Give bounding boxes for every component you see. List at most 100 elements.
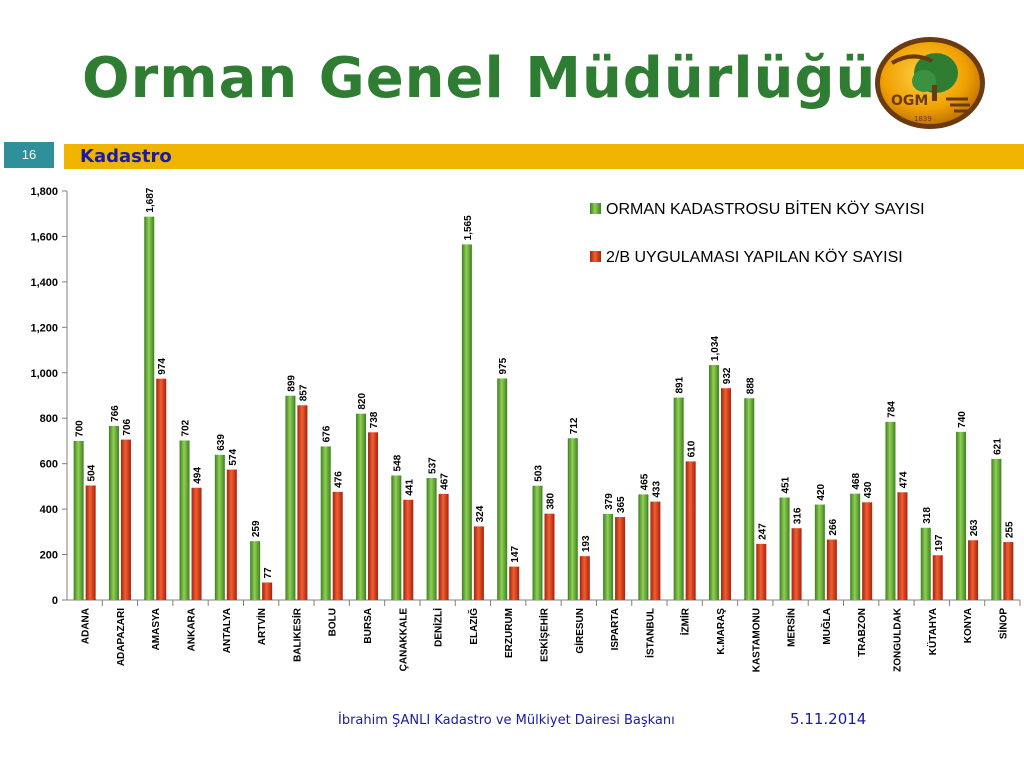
data-label-series-1: 621 [992,438,1003,455]
bar-series-1 [744,398,755,600]
bar-series-1 [108,425,119,600]
data-label-series-1: 820 [357,393,368,410]
y-tick-label: 1,800 [30,186,58,198]
data-label-series-1: 420 [816,483,827,500]
bar-series-2 [191,487,202,600]
ogm-logo: OGM 1839 [875,37,985,129]
data-label-series-2: 504 [87,464,98,481]
data-label-series-1: 1,565 [463,215,474,240]
data-label-series-2: 706 [122,418,133,435]
bar-series-1 [426,477,437,600]
x-category-label: ZONGULDAK [892,607,903,672]
data-label-series-2: 380 [546,493,557,510]
x-category-label: BURSA [363,608,374,644]
data-label-series-2: 857 [298,384,309,401]
x-category-label: KÜTAHYA [926,608,939,655]
data-label-series-1: 702 [181,419,192,436]
bar-series-2 [968,540,979,600]
data-label-series-1: 975 [498,357,509,374]
bar-series-1 [885,421,896,600]
data-label-series-1: 468 [851,473,862,490]
bar-series-1 [179,440,190,600]
bar-series-1 [250,541,261,600]
data-label-series-2: 932 [722,367,733,384]
data-label-series-1: 548 [392,454,403,471]
legend-label-series-2: 2/B UYGULAMASI YAPILAN KÖY SAYISI [606,248,903,266]
bar-series-2 [897,492,908,600]
x-category-label: ARTVİN [255,608,268,645]
data-label-series-2: 266 [828,518,839,535]
bar-chart: 0 200 400 600 800 1,000 1,200 1,400 1,600 1,800 70… [30,186,1021,672]
data-label-series-2: 433 [651,480,662,497]
bar-series-1 [497,378,508,600]
bar-series-1 [638,494,649,600]
y-tick-label: 1,600 [30,231,58,243]
x-category-label: İSTANBUL [643,608,656,658]
x-category-label: GİRESUN [573,608,586,654]
data-label-series-1: 676 [322,425,333,442]
y-tick-label: 400 [40,504,58,516]
data-label-series-1: 1,034 [710,336,721,361]
data-label-series-2: 324 [475,505,486,522]
bar-series-1 [708,365,719,600]
data-label-series-1: 712 [569,417,580,434]
bar-series-2 [685,461,696,600]
x-category-label: TRABZON [857,608,868,657]
footer-date: 5.11.2014 [790,710,867,728]
data-label-series-1: 318 [922,507,933,524]
x-category-label: KONYA [963,608,974,643]
legend-swatch-series-1 [590,203,601,214]
bar-series-1 [956,431,967,600]
data-label-series-2: 316 [793,507,804,524]
x-category-label: ELAZIĞ [467,608,480,645]
bar-series-2 [332,491,343,600]
y-tick-label: 800 [40,413,58,425]
data-label-series-1: 766 [110,405,121,422]
bar-series-2 [579,556,590,600]
x-category-label: ESKİŞEHİR [538,607,551,662]
bar-series-2 [473,526,484,600]
bar-series-1 [567,438,578,600]
data-label-series-1: 740 [957,411,968,428]
bar-series-2 [544,513,555,600]
x-category-label: ISPARTA [610,608,621,650]
bar-series-2 [226,469,237,600]
bar-series-1 [991,458,1002,600]
x-category-label: DENİZLİ [432,608,445,647]
bar-series-2 [756,543,767,600]
bar-series-1 [144,216,155,600]
x-category-label: SİNOP [996,608,1009,639]
x-category-label: ANKARA [187,608,198,651]
data-label-series-1: 888 [745,377,756,394]
x-category-label: ADANA [81,608,92,644]
data-label-series-1: 899 [286,375,297,392]
data-label-series-2: 77 [263,567,274,579]
y-tick-label: 200 [40,550,58,562]
bar-series-1 [356,413,367,600]
slide-title: Orman Genel Müdürlüğü [82,46,877,111]
data-label-series-2: 147 [510,545,521,562]
bar-series-1 [285,395,296,600]
x-category-label: MERSİN [785,608,798,647]
footer-author: İbrahim ŞANLI Kadastro ve Mülkiyet Daire… [338,713,675,728]
bar-series-2 [862,502,873,600]
data-label-series-2: 255 [1004,521,1015,538]
data-label-series-2: 247 [757,523,768,540]
bar-series-2 [262,582,273,600]
data-label-series-2: 365 [616,496,627,513]
data-label-series-1: 537 [428,457,439,474]
data-label-series-1: 891 [675,376,686,393]
bar-series-2 [615,517,626,600]
legend-swatch-series-2 [590,251,601,262]
data-label-series-2: 193 [581,535,592,552]
data-label-series-2: 974 [157,358,168,375]
data-label-series-2: 467 [440,473,451,490]
y-tick-label: 1,400 [30,277,58,289]
x-category-label: KASTAMONU [751,608,762,672]
bar-series-1 [391,475,402,600]
data-label-series-1: 1,687 [145,187,156,212]
data-label-series-2: 574 [228,448,239,465]
x-category-label: BALIKESİR [290,607,303,662]
bar-series-2 [791,528,802,600]
bar-series-1 [920,527,931,600]
